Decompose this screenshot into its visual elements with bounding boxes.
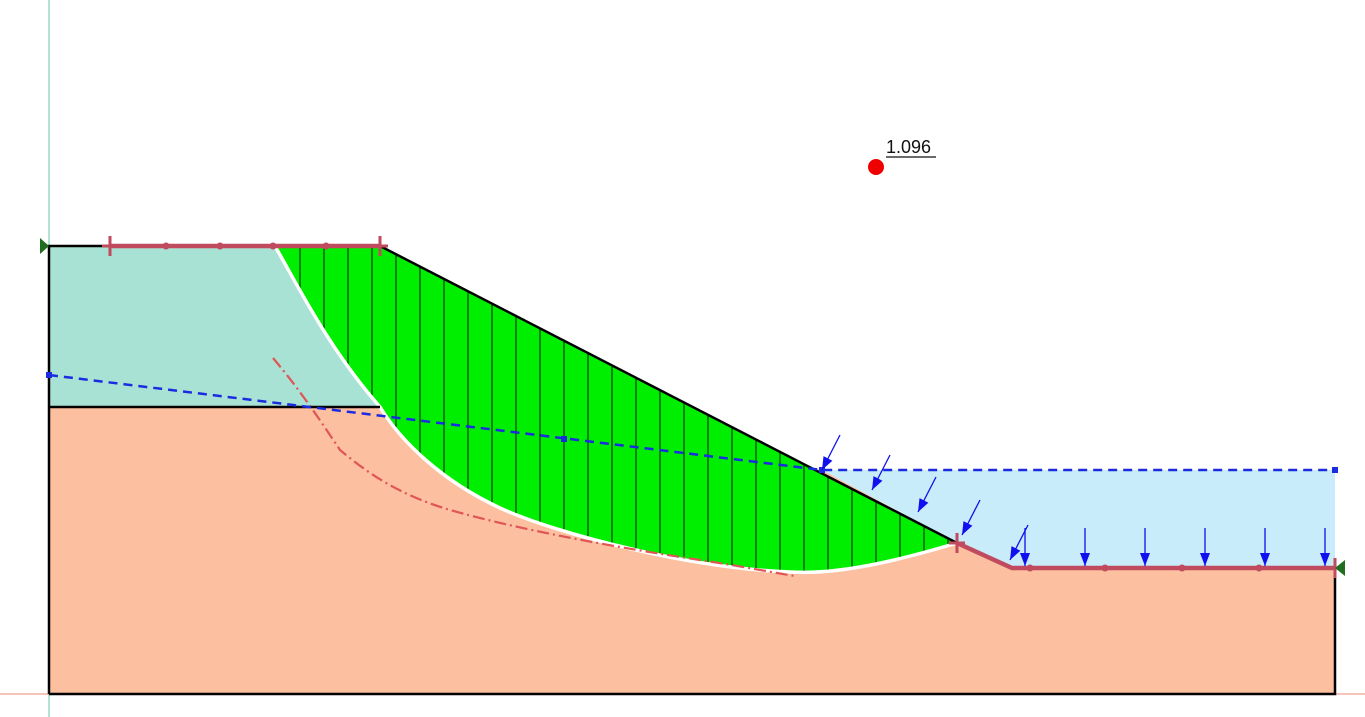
water-load-arrows (821, 434, 1330, 566)
down-arrow-icon (871, 454, 891, 491)
critical-slip-surface (273, 245, 958, 575)
down-arrow-icon (1260, 528, 1270, 566)
slip-limit-end-tick (949, 533, 965, 553)
slip-limit-node (216, 242, 224, 250)
slip-limit-node (1101, 564, 1109, 572)
down-arrow-icon (1140, 528, 1150, 566)
down-arrow-icon (1020, 528, 1030, 566)
down-arrow-icon (961, 499, 981, 536)
water-body (822, 470, 1335, 568)
slip-limit-node (269, 242, 277, 250)
right-support-triangle-icon (1335, 560, 1345, 576)
slip-limit-end-tick (372, 236, 388, 256)
factor-of-safety-label: 1.096 (886, 137, 931, 157)
water-table-line (48, 373, 1335, 472)
water-table-node (1332, 467, 1338, 473)
slip-limit-node (322, 242, 330, 250)
water-table-node (46, 372, 52, 378)
slip-limit-node (1178, 564, 1186, 572)
alternative-slip-surface (272, 357, 796, 578)
water-table-node (561, 436, 567, 442)
slip-limit-node (1026, 564, 1034, 572)
down-arrow-icon (1320, 528, 1330, 566)
down-arrow-icon (917, 476, 937, 513)
down-arrow-icon (1200, 528, 1210, 566)
down-arrow-icon (1080, 528, 1090, 566)
sliding-mass (275, 246, 957, 573)
slip-limit-markers (102, 236, 1343, 578)
down-arrow-icon (821, 434, 841, 471)
left-support-triangle-icon (40, 238, 49, 254)
slip-limit-end-tick (102, 236, 118, 256)
slip-limit-node (1255, 564, 1263, 572)
slip-limit-node (162, 242, 170, 250)
slip-limit-lower (956, 540, 1335, 571)
slip-center-icon (868, 159, 884, 175)
